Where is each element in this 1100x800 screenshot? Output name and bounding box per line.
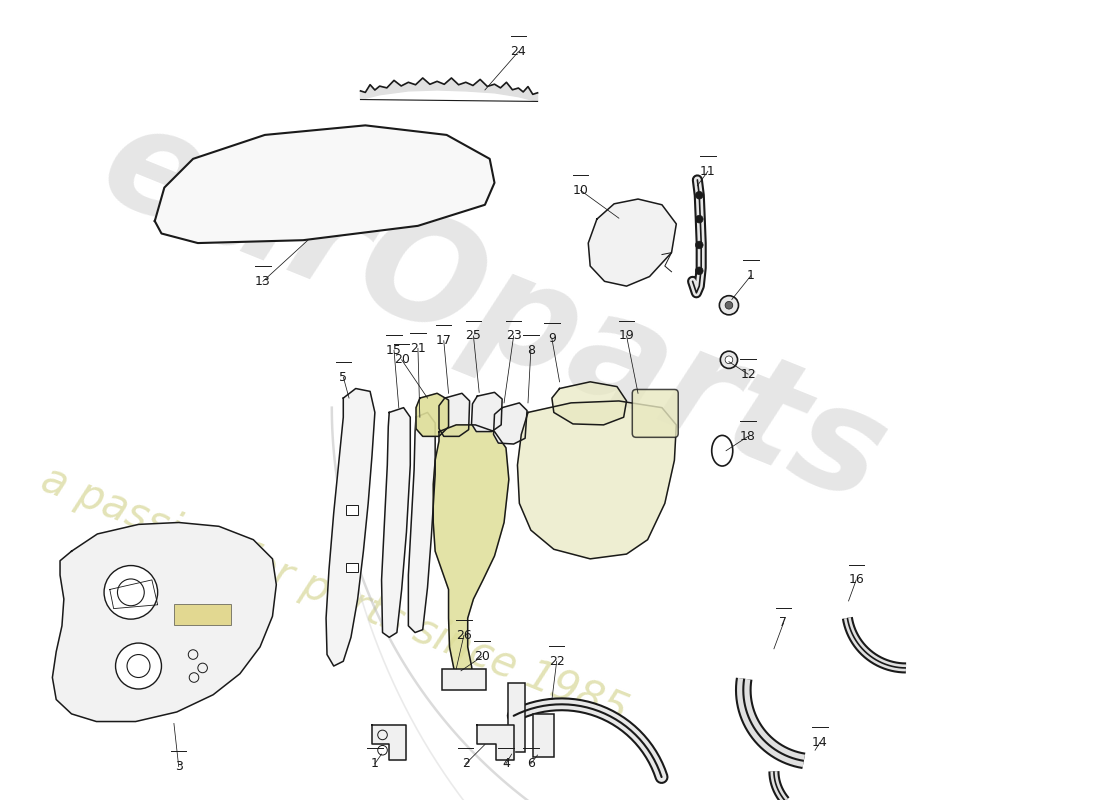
Bar [346, 562, 358, 572]
Text: 16: 16 [848, 574, 865, 586]
Text: 1: 1 [371, 757, 378, 770]
Polygon shape [588, 199, 676, 286]
Text: 11: 11 [700, 165, 716, 178]
Polygon shape [439, 394, 470, 436]
Polygon shape [155, 126, 495, 243]
Circle shape [116, 643, 162, 689]
Text: eurOparts: eurOparts [82, 91, 905, 534]
Circle shape [695, 241, 703, 249]
Text: 10: 10 [573, 184, 588, 197]
Circle shape [695, 191, 703, 199]
Text: 7: 7 [780, 617, 788, 630]
Text: 15: 15 [386, 344, 402, 357]
Text: 3: 3 [175, 760, 183, 773]
Text: 14: 14 [812, 736, 827, 749]
Text: 17: 17 [436, 334, 452, 347]
Text: 18: 18 [740, 430, 756, 443]
Text: 4: 4 [502, 757, 510, 770]
Bar [532, 714, 553, 757]
Circle shape [126, 654, 150, 678]
Polygon shape [372, 726, 407, 760]
Circle shape [725, 302, 733, 309]
FancyBboxPatch shape [632, 390, 679, 438]
Polygon shape [494, 403, 527, 444]
Polygon shape [53, 522, 276, 722]
Text: 25: 25 [465, 330, 482, 342]
Polygon shape [517, 401, 676, 559]
Circle shape [725, 356, 733, 364]
Polygon shape [408, 413, 436, 633]
Text: 13: 13 [255, 275, 271, 288]
Polygon shape [552, 382, 627, 425]
Text: 23: 23 [506, 330, 521, 342]
Circle shape [695, 267, 703, 274]
Polygon shape [326, 389, 375, 666]
Polygon shape [361, 78, 538, 102]
Bar [508, 683, 525, 752]
Text: a passion for parts since 1985: a passion for parts since 1985 [35, 458, 634, 733]
Text: 19: 19 [618, 330, 635, 342]
Text: 5: 5 [339, 370, 348, 383]
Text: 26: 26 [456, 629, 472, 642]
Polygon shape [472, 392, 502, 431]
Polygon shape [416, 394, 449, 436]
Polygon shape [433, 425, 509, 683]
Text: 12: 12 [740, 368, 756, 381]
Text: 20: 20 [394, 354, 409, 366]
Text: 6: 6 [527, 757, 535, 770]
Text: 24: 24 [510, 45, 526, 58]
Bar [346, 506, 358, 515]
Text: 8: 8 [527, 344, 535, 357]
Text: 21: 21 [410, 342, 426, 355]
Circle shape [720, 351, 738, 369]
Bar [174, 604, 231, 625]
Text: 20: 20 [474, 650, 490, 663]
Text: 1: 1 [747, 269, 755, 282]
Circle shape [719, 296, 738, 315]
Ellipse shape [712, 435, 733, 466]
Polygon shape [477, 726, 514, 760]
Circle shape [104, 566, 157, 619]
Bar [442, 669, 486, 690]
Text: 9: 9 [548, 332, 556, 346]
Circle shape [695, 215, 703, 223]
Polygon shape [382, 408, 410, 638]
Text: 22: 22 [549, 654, 564, 668]
Text: 2: 2 [462, 757, 470, 770]
Circle shape [118, 579, 144, 606]
